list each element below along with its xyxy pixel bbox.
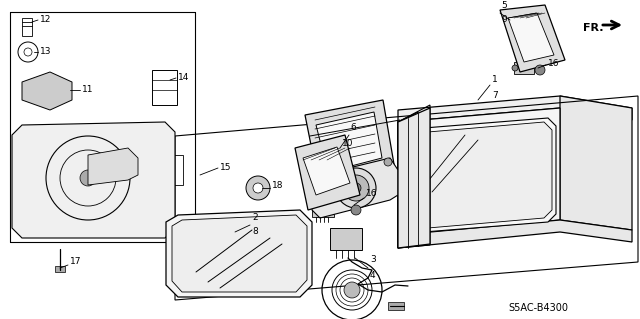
Polygon shape: [508, 13, 554, 62]
Polygon shape: [312, 158, 398, 218]
Polygon shape: [172, 215, 307, 292]
Text: 11: 11: [82, 85, 93, 94]
Polygon shape: [22, 72, 72, 110]
Text: 9: 9: [501, 16, 507, 25]
Polygon shape: [305, 100, 395, 190]
Text: S5AC-B4300: S5AC-B4300: [508, 303, 568, 313]
Text: 18: 18: [272, 182, 284, 190]
Circle shape: [316, 181, 324, 189]
Polygon shape: [398, 108, 430, 248]
Polygon shape: [416, 118, 556, 232]
Bar: [10, 12, 195, 242]
Bar: [514, 62, 534, 74]
Circle shape: [351, 205, 361, 215]
Bar: [22, 18, 32, 36]
Circle shape: [351, 183, 361, 193]
Polygon shape: [420, 122, 552, 228]
Text: 13: 13: [40, 48, 51, 56]
Bar: [55, 266, 65, 272]
Circle shape: [512, 65, 518, 71]
Polygon shape: [500, 5, 565, 72]
Text: 17: 17: [70, 257, 81, 266]
Text: 3: 3: [370, 256, 376, 264]
Text: 16: 16: [366, 189, 378, 197]
Text: 16: 16: [548, 58, 559, 68]
Circle shape: [246, 176, 270, 200]
Text: 15: 15: [220, 164, 232, 173]
Polygon shape: [398, 96, 632, 122]
Bar: [344, 193, 362, 205]
Bar: [165, 155, 183, 185]
Polygon shape: [88, 148, 138, 185]
Bar: [330, 228, 362, 250]
Polygon shape: [12, 122, 175, 238]
Circle shape: [344, 282, 360, 298]
Circle shape: [384, 158, 392, 166]
Polygon shape: [303, 147, 350, 195]
Bar: [554, 165, 564, 177]
Text: 14: 14: [178, 73, 189, 83]
Text: 1: 1: [492, 76, 498, 85]
Text: 7: 7: [492, 91, 498, 100]
Circle shape: [80, 170, 96, 186]
Bar: [388, 302, 404, 310]
Circle shape: [343, 175, 369, 201]
Text: 2: 2: [252, 213, 258, 222]
Text: 6: 6: [350, 123, 356, 132]
Polygon shape: [295, 135, 360, 210]
Polygon shape: [316, 112, 382, 172]
Text: 8: 8: [252, 227, 258, 236]
Text: FR.: FR.: [583, 23, 604, 33]
Polygon shape: [398, 220, 632, 248]
Polygon shape: [398, 108, 560, 235]
Circle shape: [253, 183, 263, 193]
Bar: [152, 70, 177, 105]
Circle shape: [336, 168, 376, 208]
Text: 10: 10: [342, 138, 353, 147]
Bar: [312, 203, 334, 217]
Text: 12: 12: [40, 16, 51, 25]
Polygon shape: [398, 112, 418, 248]
Text: 4: 4: [370, 271, 376, 279]
Polygon shape: [560, 96, 632, 230]
Circle shape: [535, 65, 545, 75]
Polygon shape: [166, 210, 312, 297]
Text: 5: 5: [501, 2, 507, 11]
